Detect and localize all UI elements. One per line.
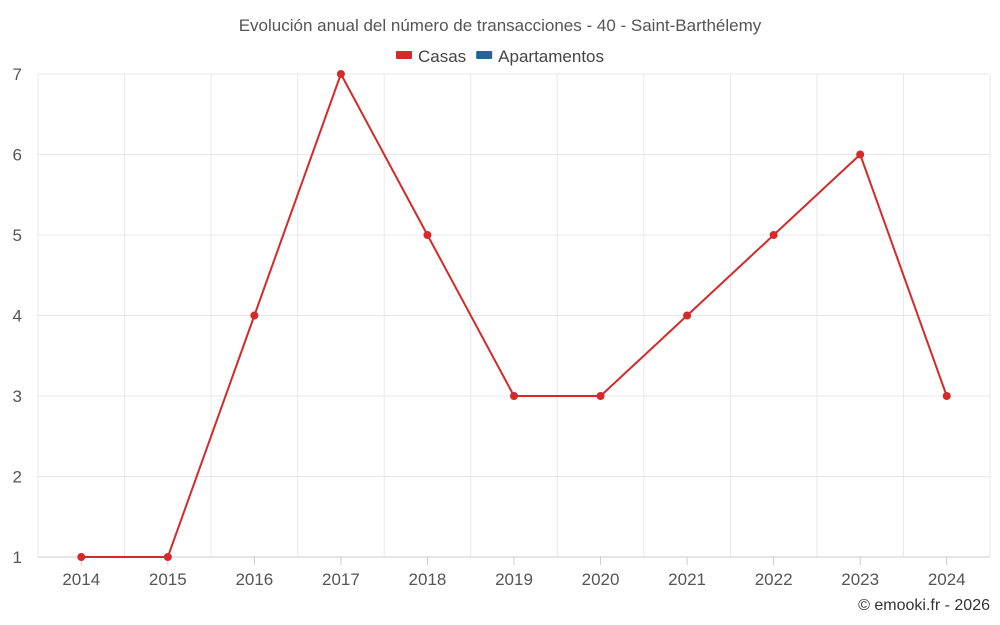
x-tick-label: 2017	[322, 570, 360, 589]
data-point[interactable]	[942, 392, 951, 400]
x-tick-label: 2023	[841, 570, 879, 589]
y-tick-label: 2	[13, 468, 22, 487]
series-layer	[77, 70, 951, 561]
x-tick-label: 2024	[928, 570, 966, 589]
y-tick-label: 4	[13, 307, 22, 326]
data-point[interactable]	[250, 311, 259, 320]
legend[interactable]: Casas Apartamentos	[395, 47, 604, 66]
data-point[interactable]	[336, 70, 345, 78]
legend-label: Apartamentos	[498, 47, 604, 66]
data-point[interactable]	[77, 553, 86, 561]
legend-label: Casas	[418, 47, 466, 66]
data-point[interactable]	[163, 553, 172, 561]
data-point[interactable]	[683, 311, 692, 320]
chart-title: Evolución anual del número de transaccio…	[239, 16, 762, 35]
legend-item-casas[interactable]: Casas	[395, 47, 466, 66]
data-point[interactable]	[596, 392, 605, 400]
x-tick-label: 2021	[668, 570, 706, 589]
grid	[37, 73, 991, 557]
x-tick-label: 2014	[62, 570, 100, 589]
x-tick-label: 2019	[495, 570, 533, 589]
legend-item-apartamentos[interactable]: Apartamentos	[476, 47, 604, 66]
data-point[interactable]	[510, 392, 518, 400]
y-tick-label: 1	[13, 548, 22, 567]
x-tick-label: 2018	[409, 570, 447, 589]
x-tick-label: 2020	[582, 570, 620, 589]
data-point[interactable]	[769, 231, 778, 239]
x-tick-label: 2016	[235, 570, 273, 589]
x-tick-label: 2015	[149, 570, 187, 589]
axes: 1 2 3 4 5 6 7 2014 2015 2016 2017 2018 2019 2020 2021 2…	[13, 65, 990, 589]
y-tick-label: 6	[13, 146, 22, 165]
x-tick-label: 2022	[755, 570, 793, 589]
legend-swatch	[395, 51, 412, 59]
data-point[interactable]	[856, 150, 865, 159]
y-tick-label: 5	[13, 226, 22, 245]
y-tick-label: 7	[13, 65, 22, 84]
data-point[interactable]	[423, 231, 432, 239]
y-tick-label: 3	[13, 387, 22, 406]
legend-swatch	[476, 51, 493, 59]
credit-text: © emooki.fr - 2026	[858, 597, 990, 614]
